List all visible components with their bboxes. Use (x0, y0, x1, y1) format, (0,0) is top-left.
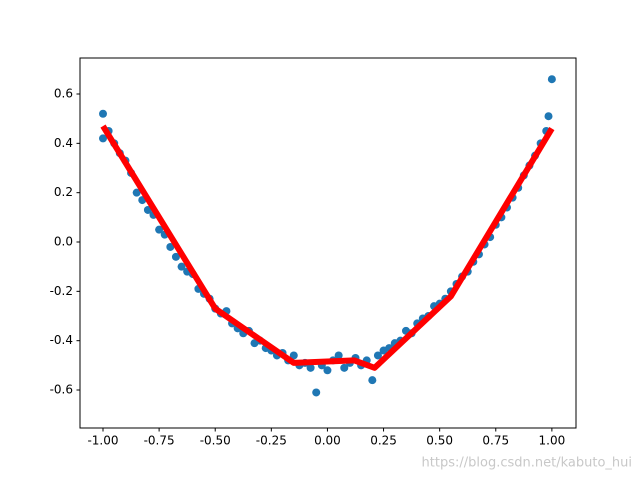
x-tick-label: -1.00 (87, 434, 118, 448)
y-tick-label: -0.4 (50, 333, 73, 347)
y-tick-label: -0.6 (50, 383, 73, 397)
scatter-point (99, 109, 108, 118)
scatter-point (132, 188, 141, 197)
scatter-point (155, 225, 164, 234)
x-tick-label: -0.50 (200, 434, 231, 448)
scatter-point (368, 376, 377, 385)
scatter-point (312, 388, 321, 397)
fit-line (100, 124, 555, 371)
scatter-point (289, 351, 298, 360)
scatter-point (99, 134, 108, 143)
y-tick-label: 0.6 (54, 87, 73, 101)
axes-frame (79, 57, 577, 429)
x-tick-label: 0.75 (482, 434, 509, 448)
scatter-point (334, 351, 343, 360)
y-tick-label: 0.2 (54, 185, 73, 199)
scatter-point (166, 242, 175, 251)
y-tick-label: -0.2 (50, 284, 73, 298)
scatter-point (323, 366, 332, 375)
scatter-point (171, 252, 180, 261)
y-tick-label: 0.0 (54, 235, 73, 249)
scatter-point (177, 262, 186, 271)
x-tick-label: 1.00 (539, 434, 566, 448)
x-tick-label: 0.00 (314, 434, 341, 448)
x-tick-label: 0.50 (426, 434, 453, 448)
scatter-point (306, 363, 315, 372)
x-tick-label: -0.75 (144, 434, 175, 448)
scatter-point (547, 75, 556, 84)
scatter-point (373, 351, 382, 360)
scatter-point (544, 112, 553, 121)
watermark: https://blog.csdn.net/kabuto_hui (422, 456, 632, 471)
x-tick-label: -0.25 (256, 434, 287, 448)
x-tick-label: 0.25 (370, 434, 397, 448)
scatter-point (340, 363, 349, 372)
y-tick-label: 0.4 (54, 136, 73, 150)
